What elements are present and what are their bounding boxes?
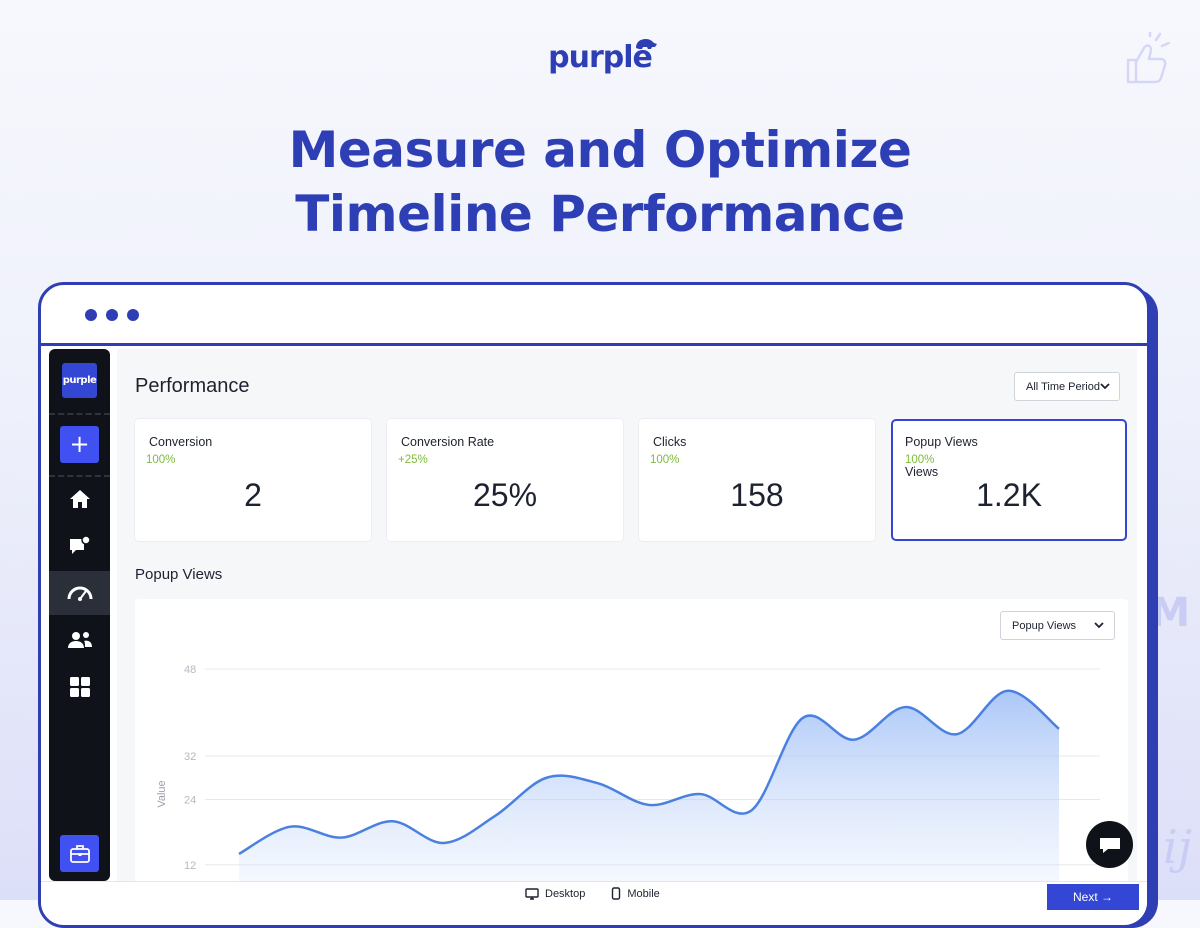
chat-launcher-button[interactable]	[1086, 821, 1133, 868]
add-icon: +	[69, 430, 90, 458]
mobile-label: Mobile	[627, 887, 660, 900]
stat-value: 25%	[472, 477, 538, 513]
sidebar-item-performance[interactable]	[49, 571, 110, 615]
series-select[interactable]: Popup Views	[1000, 611, 1115, 640]
hero-line-1: Measure and Optimize	[288, 121, 912, 179]
app-window: purple +	[38, 282, 1150, 928]
desktop-label: Desktop	[545, 887, 586, 900]
hero-line-2: Timeline Performance	[295, 185, 905, 243]
thumbs-up-icon	[1126, 32, 1170, 84]
y-tick-label: 24	[184, 795, 196, 807]
add-button[interactable]: +	[60, 426, 99, 463]
brand-wordmark: purple	[548, 39, 658, 75]
y-axis-label: Value	[156, 780, 168, 807]
stat-label: Popup Views	[905, 435, 978, 449]
stat-sublabel: Views	[905, 465, 939, 479]
y-tick-label: 32	[184, 751, 196, 763]
window-titlebar	[41, 285, 1147, 346]
home-icon	[69, 490, 90, 508]
briefcase-icon	[69, 844, 90, 863]
page-title: Performance	[135, 375, 250, 397]
mobile-view-option[interactable]: Mobile	[611, 887, 660, 900]
brand-logo: purple	[0, 39, 1200, 75]
stat-delta: 100%	[146, 454, 176, 466]
stat-label: Conversion Rate	[401, 435, 495, 449]
sidebar-divider	[49, 475, 110, 477]
popup-views-chart: 012243248Value	[156, 664, 1100, 899]
y-tick-label: 48	[184, 664, 196, 676]
stat-delta: +25%	[398, 454, 428, 466]
desktop-view-option[interactable]: Desktop	[525, 887, 585, 900]
desktop-icon	[525, 887, 539, 900]
chart-card: 012243248Value Popup Views	[135, 599, 1128, 899]
stat-value: 158	[730, 477, 784, 513]
series-line	[238, 689, 1060, 855]
period-select[interactable]: All Time Period	[1014, 372, 1120, 401]
window-dot[interactable]	[106, 309, 118, 321]
performance-panel: Performance All Time Period Conversion 1…	[117, 349, 1137, 899]
preview-bottom-bar: Desktop Mobile Next →	[41, 881, 1147, 922]
chevron-down-icon	[1100, 383, 1110, 390]
window-dot[interactable]	[127, 309, 139, 321]
period-select-value: All Time Period	[1026, 380, 1100, 393]
device-toggle: Desktop Mobile	[525, 887, 660, 900]
stat-value: 2	[244, 477, 262, 513]
speedometer-icon	[67, 586, 92, 601]
sidebar-logo-text: purple	[62, 375, 97, 386]
chat-bubble-icon	[69, 536, 91, 554]
hero-headline: Measure and Optimize Timeline Performanc…	[0, 118, 1200, 246]
sidebar-item-home[interactable]	[49, 477, 110, 521]
sidebar-divider	[49, 413, 110, 415]
sidebar-item-templates[interactable]	[49, 665, 110, 709]
stat-card-conversion-rate[interactable]: Conversion Rate +25% 25%	[387, 419, 623, 541]
sidebar-item-workspace[interactable]	[60, 835, 99, 872]
sidebar: purple +	[49, 349, 110, 881]
grid-icon	[69, 677, 90, 697]
chat-icon	[1099, 837, 1120, 853]
stat-value: 1.2K	[976, 477, 1042, 513]
window-controls	[85, 309, 139, 321]
stat-card-clicks[interactable]: Clicks 100% 158	[639, 419, 875, 541]
series-area	[239, 690, 1059, 899]
sidebar-item-messages[interactable]	[49, 524, 110, 568]
sidebar-item-users[interactable]	[49, 618, 110, 662]
bear-icon	[636, 39, 658, 49]
y-tick-label: 12	[184, 860, 196, 872]
stat-label: Clicks	[653, 435, 687, 449]
sidebar-logo[interactable]: purple	[62, 363, 97, 398]
stat-card-popup-views[interactable]: Popup Views 100% Views 1.2K	[891, 419, 1127, 541]
stat-card-conversion[interactable]: Conversion 100% 2	[135, 419, 371, 541]
users-icon	[67, 632, 92, 648]
next-button[interactable]: Next →	[1047, 884, 1139, 910]
chevron-down-icon	[1094, 622, 1104, 629]
series-select-value: Popup Views	[1012, 619, 1077, 632]
mobile-icon	[612, 887, 621, 900]
stat-delta: 100%	[905, 454, 935, 466]
window-dot[interactable]	[85, 309, 97, 321]
decorative-glyph: ij	[1163, 820, 1192, 874]
stat-delta: 100%	[650, 454, 680, 466]
chart-section-title: Popup Views	[135, 566, 223, 583]
stat-label: Conversion	[149, 435, 213, 449]
